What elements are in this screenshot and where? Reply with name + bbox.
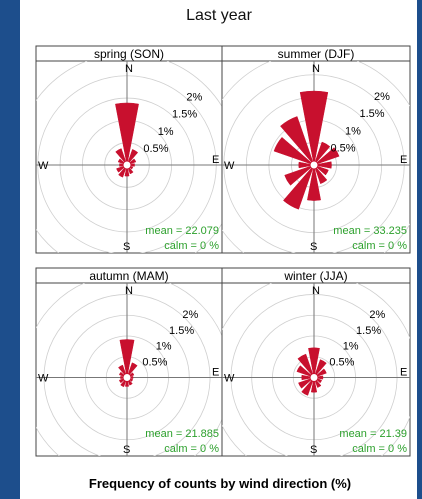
compass-east: E [212, 367, 219, 379]
compass-north: N [125, 63, 133, 75]
calm-label: calm = 0 % [164, 240, 219, 252]
compass-east: E [212, 154, 219, 166]
panel-area [35, 60, 223, 254]
chart-title: Last year [186, 7, 252, 24]
compass-north: N [125, 285, 133, 297]
compass-west: W [38, 373, 49, 385]
x-axis-label: Frequency of counts by wind direction (%… [89, 476, 351, 491]
compass-north: N [312, 285, 320, 297]
calm-label: calm = 0 % [164, 443, 219, 455]
panel-title: summer (DJF) [278, 47, 355, 61]
compass-west: W [38, 160, 49, 172]
calm-circle [309, 160, 319, 170]
compass-west: W [224, 160, 235, 172]
radial-tick-label: 2% [182, 309, 198, 321]
radial-tick-label: 1% [343, 341, 359, 353]
radial-tick-label: 1.5% [360, 108, 385, 120]
mean-label: mean = 21.885 [145, 428, 219, 440]
compass-south: S [123, 241, 130, 253]
calm-label: calm = 0 % [352, 443, 407, 455]
radial-tick-label: 1% [156, 341, 172, 353]
petal-group [296, 347, 327, 396]
panel-area [221, 282, 411, 457]
panel-area [35, 282, 223, 457]
mean-label: mean = 22.079 [145, 225, 219, 237]
radial-tick-label: 2% [369, 309, 385, 321]
panel-grid [36, 283, 222, 456]
compass-south: S [310, 444, 317, 456]
compass-west: W [224, 373, 235, 385]
petal-group [115, 102, 139, 178]
compass-east: E [400, 367, 407, 379]
radial-tick-label: 1% [345, 125, 361, 137]
compass-south: S [123, 444, 130, 456]
petal-group [118, 339, 138, 388]
panel-title: spring (SON) [94, 47, 164, 61]
radial-tick-label: 1.5% [169, 325, 194, 337]
radial-tick-label: 0.5% [329, 357, 354, 369]
petal-group [273, 90, 340, 210]
calm-circle [122, 160, 132, 170]
calm-circle [309, 373, 319, 382]
calm-label: calm = 0 % [352, 240, 407, 252]
panel-title: autumn (MAM) [89, 269, 168, 283]
radial-tick-label: 1.5% [356, 325, 381, 337]
radial-tick-label: 0.5% [143, 143, 168, 155]
calm-circle [122, 373, 132, 382]
radial-tick-label: 0.5% [331, 143, 356, 155]
radial-tick-label: 1% [158, 126, 174, 138]
radial-tick-label: 0.5% [142, 357, 167, 369]
radial-tick-label: 1.5% [172, 109, 197, 121]
radial-tick-label: 2% [374, 91, 390, 103]
mean-label: mean = 21.39 [339, 428, 407, 440]
panel-title: winter (JJA) [283, 269, 347, 283]
compass-east: E [400, 154, 407, 166]
radial-tick-label: 2% [186, 92, 202, 104]
compass-north: N [312, 63, 320, 75]
compass-south: S [310, 241, 317, 253]
mean-label: mean = 33.235 [333, 225, 407, 237]
